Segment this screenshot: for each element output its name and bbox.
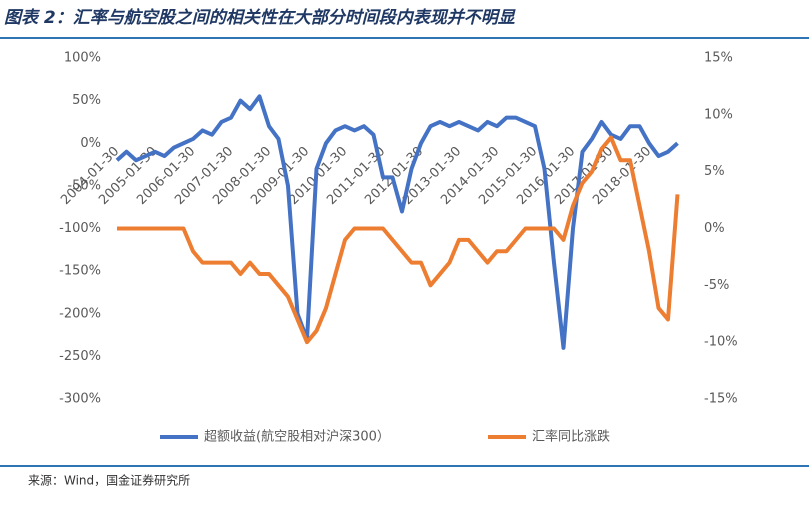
y-tick-label: 0% bbox=[80, 136, 101, 151]
legend-label: 超额收益(航空股相对沪深300） bbox=[204, 429, 390, 445]
y2-tick-label: 10% bbox=[704, 107, 733, 122]
legend-label: 汇率同比涨跌 bbox=[532, 429, 610, 445]
y-tick-label: 100% bbox=[64, 51, 101, 66]
chart-title: 图表 2：汇率与航空股之间的相关性在大部分时间段内表现并不明显 bbox=[4, 8, 516, 28]
source: 来源：Wind，国金证券研究所 bbox=[28, 473, 190, 488]
y2-tick-label: -10% bbox=[704, 335, 738, 350]
y-tick-label: -150% bbox=[59, 264, 101, 279]
y-tick-label: -200% bbox=[59, 306, 101, 321]
y2-tick-label: 0% bbox=[704, 221, 725, 236]
y-tick-label: -300% bbox=[59, 392, 101, 407]
y-tick-label: -100% bbox=[59, 221, 101, 236]
y-tick-label: -50% bbox=[67, 178, 101, 193]
y-tick-label: 50% bbox=[72, 93, 101, 108]
y2-tick-label: -5% bbox=[704, 278, 729, 293]
series-line bbox=[115, 94, 679, 350]
y2-tick-label: 5% bbox=[704, 164, 725, 179]
y2-tick-label: -15% bbox=[704, 392, 738, 407]
y2-tick-label: 15% bbox=[704, 51, 733, 66]
series-line bbox=[117, 135, 680, 345]
y-tick-label: -250% bbox=[59, 349, 101, 364]
